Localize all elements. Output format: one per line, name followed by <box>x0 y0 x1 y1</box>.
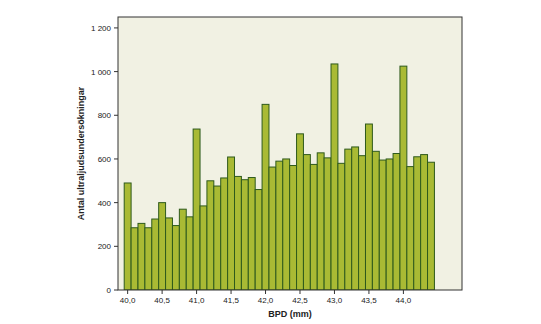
bar <box>345 149 352 290</box>
bar <box>214 186 221 290</box>
bar <box>262 104 269 290</box>
y-tick-label: 400 <box>98 199 112 208</box>
bar <box>166 218 173 290</box>
chart: 0 200 400 600 800 1 000 1 200 40,0 40,5 41,0 41,5 4… <box>0 0 541 324</box>
bar <box>235 176 242 290</box>
bar <box>372 151 379 290</box>
x-tick-label: 41,0 <box>189 296 205 305</box>
x-tick <box>127 290 128 294</box>
bars <box>124 64 434 290</box>
bar <box>352 147 359 290</box>
bar <box>428 162 435 290</box>
bar <box>228 157 235 290</box>
y-tick-label: 200 <box>98 242 112 251</box>
x-tick <box>196 290 197 294</box>
y-tick <box>114 27 118 28</box>
bar <box>365 124 372 290</box>
bar <box>338 163 345 290</box>
x-tick <box>231 290 232 294</box>
bar <box>283 159 290 290</box>
bar <box>276 161 283 290</box>
plot-background <box>118 17 462 290</box>
bar <box>186 217 193 290</box>
bar <box>124 183 131 290</box>
x-tick-label: 44,0 <box>396 296 412 305</box>
y-tick <box>114 290 118 291</box>
x-tick-label: 43,5 <box>361 296 377 305</box>
x-tick-label: 40,0 <box>120 296 136 305</box>
y-tick <box>114 115 118 116</box>
bar <box>331 64 338 290</box>
bar <box>324 158 331 290</box>
bar <box>359 156 366 290</box>
bar <box>386 159 393 290</box>
x-tick <box>368 290 369 294</box>
bar <box>159 203 166 290</box>
bar <box>317 153 324 290</box>
x-tick <box>162 290 163 294</box>
bar <box>172 226 179 290</box>
bar <box>179 209 186 290</box>
x-tick-label: 42,5 <box>292 296 308 305</box>
bar <box>379 160 386 290</box>
x-tick <box>299 290 300 294</box>
bar <box>407 167 414 290</box>
y-tick-label: 600 <box>98 155 112 164</box>
bar <box>241 180 248 290</box>
bar <box>200 206 207 290</box>
y-tick-label: 1 000 <box>91 68 112 77</box>
y-tick <box>114 246 118 247</box>
y-tick <box>114 202 118 203</box>
x-tick <box>265 290 266 294</box>
bar <box>269 167 276 290</box>
y-tick <box>114 71 118 72</box>
x-tick-label: 40,5 <box>154 296 170 305</box>
y-tick-label: 0 <box>107 286 112 295</box>
x-tick <box>403 290 404 294</box>
bar <box>393 154 400 291</box>
y-axis-label: Antal ultraljudsundersökningar <box>76 86 86 220</box>
bar <box>131 228 138 290</box>
x-tick-label: 42,0 <box>258 296 274 305</box>
bar <box>421 155 428 290</box>
plot-frame <box>118 17 462 290</box>
bar <box>145 228 152 290</box>
bar <box>297 134 304 290</box>
bar <box>193 129 200 290</box>
x-tick <box>334 290 335 294</box>
x-tick-label: 43,0 <box>327 296 343 305</box>
bar <box>255 190 262 290</box>
bar <box>400 66 407 290</box>
bar <box>248 178 255 290</box>
y-tick <box>114 158 118 159</box>
bar <box>303 155 310 290</box>
y-tick-label: 800 <box>98 111 112 120</box>
y-tick-label: 1 200 <box>91 24 112 33</box>
bar <box>152 219 159 290</box>
bar <box>290 166 297 290</box>
x-axis-label: BPD (mm) <box>268 309 312 319</box>
x-tick-label: 41,5 <box>223 296 239 305</box>
bar <box>207 181 214 290</box>
bar <box>414 157 421 290</box>
bar <box>138 223 145 290</box>
bar <box>221 178 228 290</box>
bar <box>310 164 317 290</box>
